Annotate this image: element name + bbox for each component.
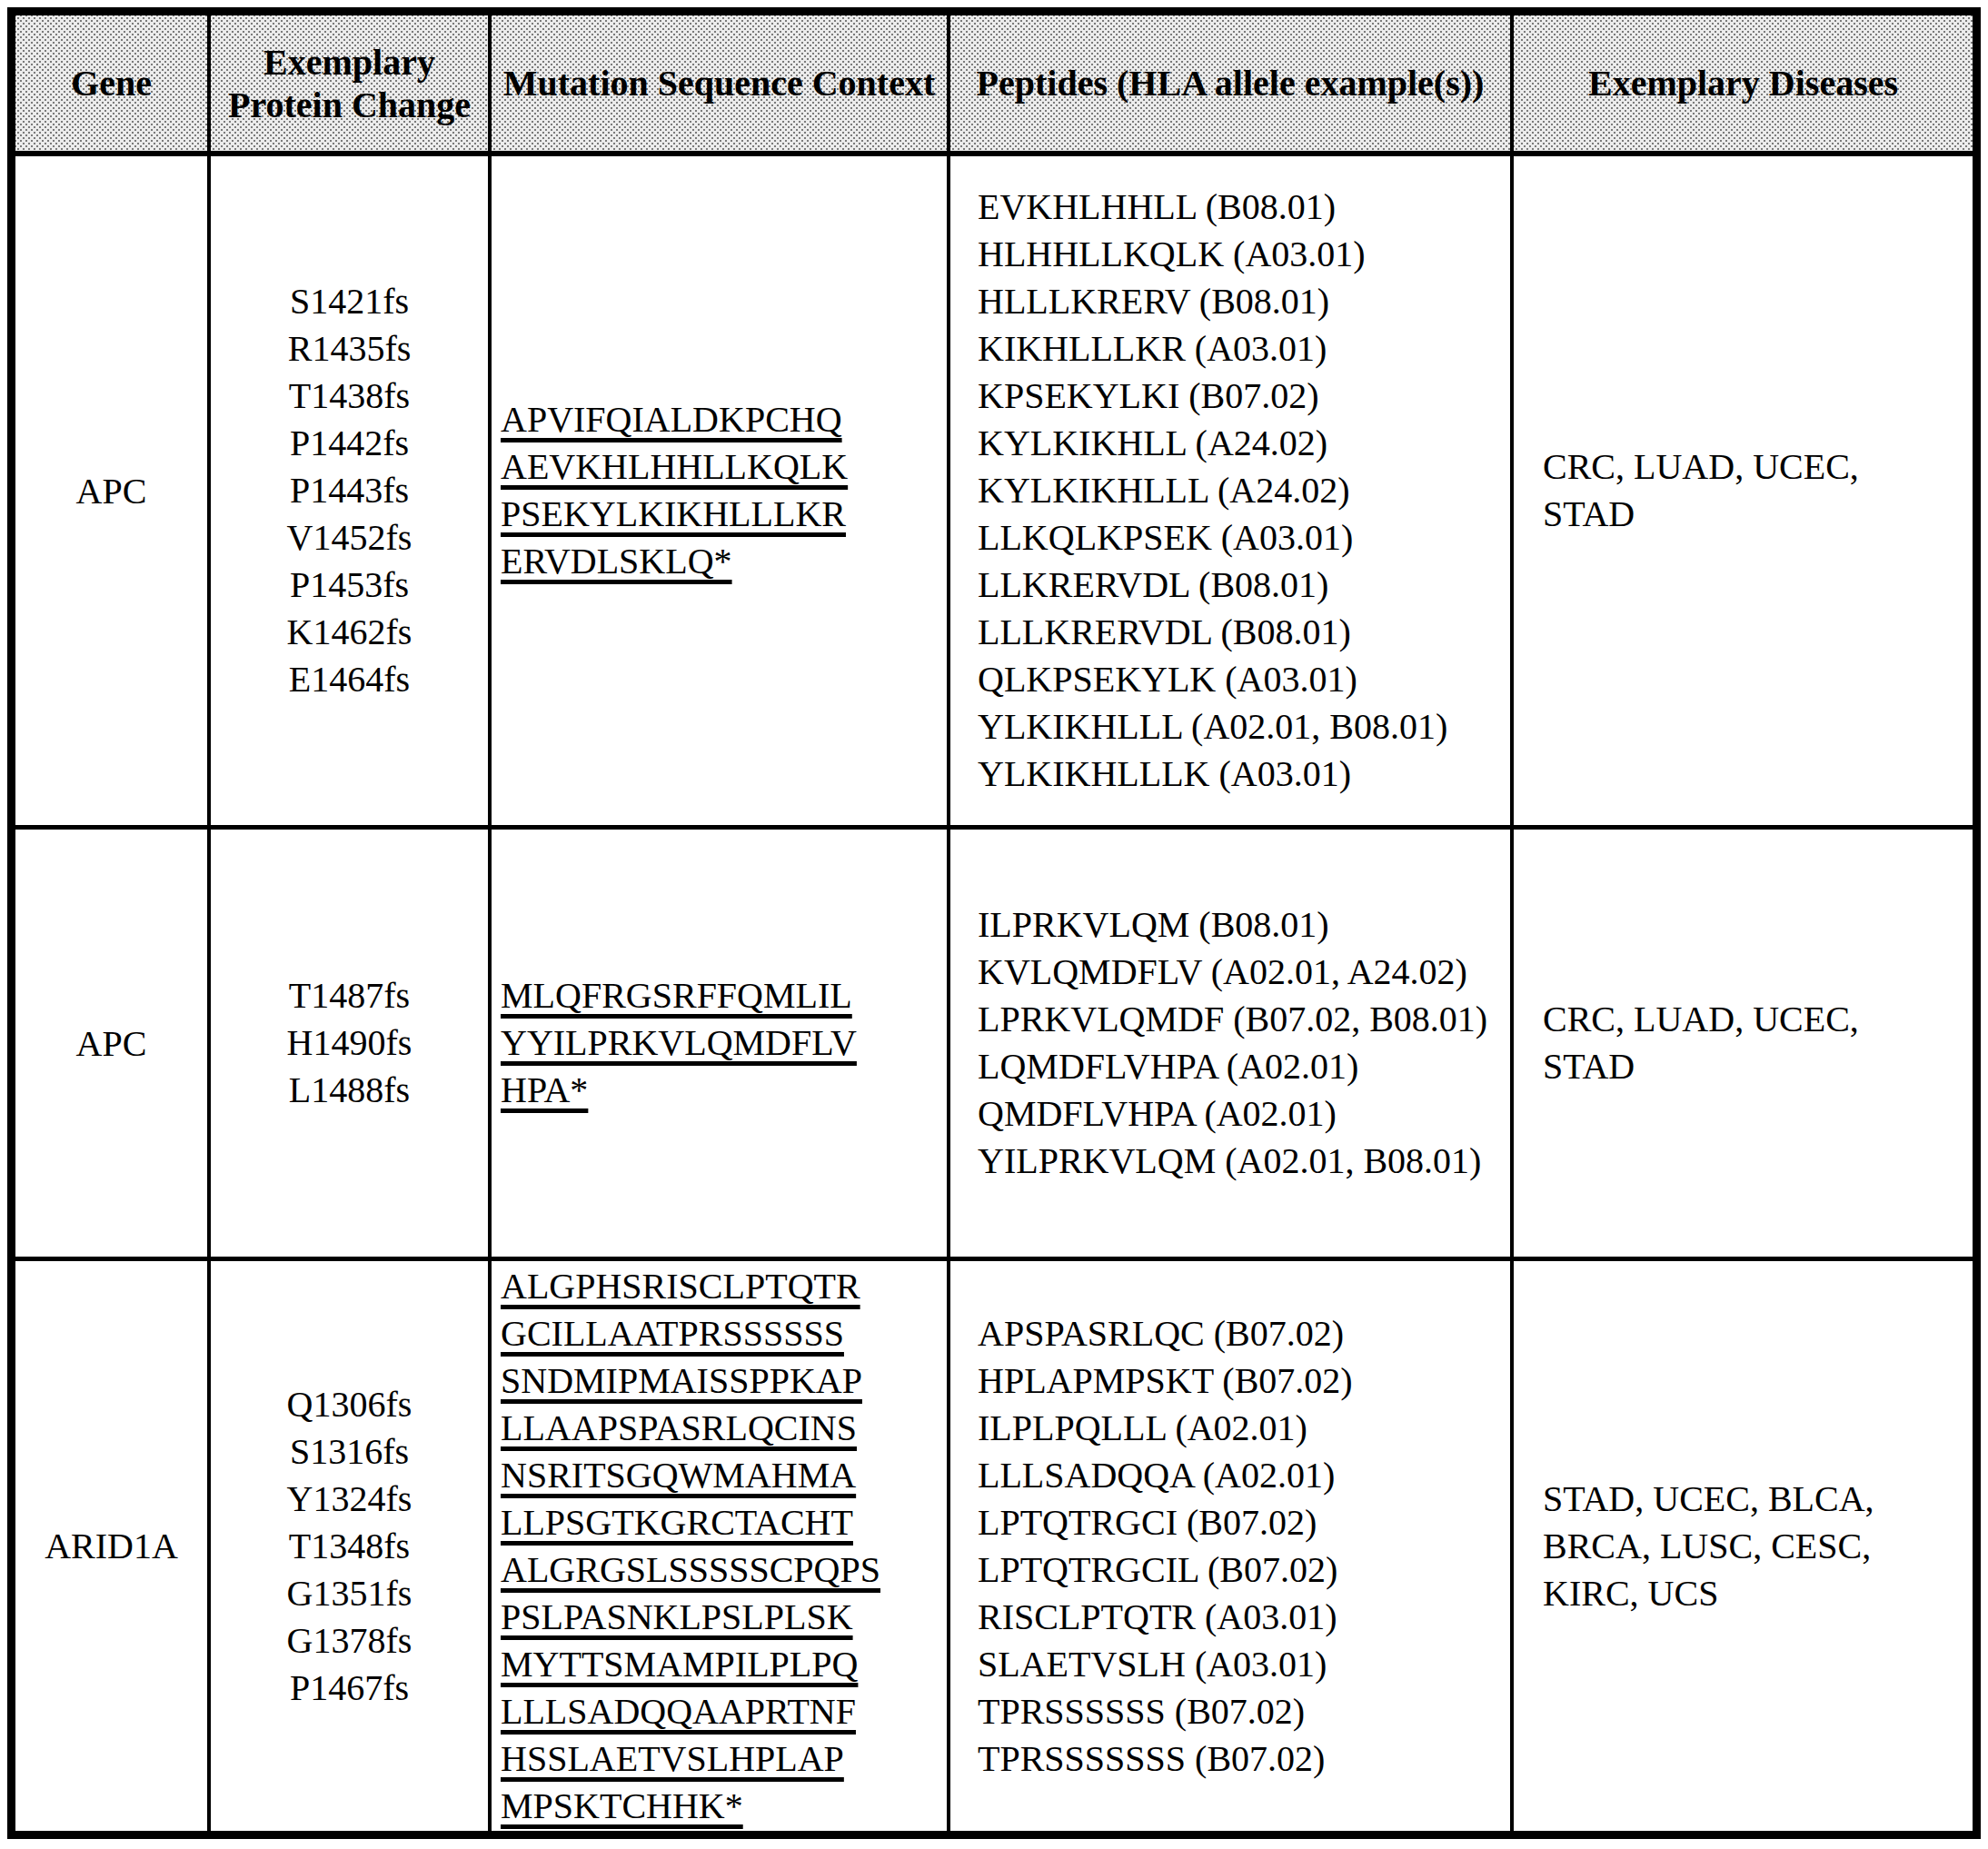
gene-cell: ARID1A (15, 1261, 211, 1831)
peptide-entry: SLAETVSLH (A03.01) (978, 1641, 1327, 1688)
peptide-entry: KPSEKYLKI (B07.02) (978, 373, 1319, 420)
protein-change: L1488fs (289, 1067, 410, 1114)
sequence-line: YYILPRKVLQMDFLV (501, 1019, 857, 1067)
peptide-entry: KYLKIKHLLL (A24.02) (978, 467, 1350, 514)
protein-change: V1452fs (287, 514, 413, 562)
protein-change: P1467fs (290, 1665, 409, 1712)
protein-change: P1453fs (290, 562, 409, 609)
protein-change: T1348fs (289, 1523, 410, 1570)
peptide-entry: LLKRERVDL (B08.01) (978, 562, 1328, 609)
sequence-line: MLQFRGSRFFQMLIL (501, 972, 852, 1019)
neoantigen-table: Gene Exemplary Protein Change Mutation S… (7, 7, 1981, 1839)
peptide-entry: LQMDFLVHPA (A02.01) (978, 1043, 1358, 1090)
protein-change: K1462fs (287, 609, 413, 656)
table-row: ARID1A Q1306fsS1316fsY1324fsT1348fsG1351… (15, 1261, 1973, 1831)
mutation-context-cell: MLQFRGSRFFQMLILYYILPRKVLQMDFLVHPA* (492, 830, 950, 1261)
protein-change: T1438fs (289, 373, 410, 420)
peptides-cell: EVKHLHHLL (B08.01)HLHHLLKQLK (A03.01)HLL… (950, 156, 1514, 830)
header-diseases: Exemplary Diseases (1514, 15, 1973, 156)
peptide-entry: KVLQMDFLV (A02.01, A24.02) (978, 949, 1467, 996)
peptide-entry: ILPLPQLLL (A02.01) (978, 1405, 1307, 1452)
protein-change-cell: Q1306fsS1316fsY1324fsT1348fsG1351fsG1378… (211, 1261, 492, 1831)
peptide-entry: YLKIKHLLLK (A03.01) (978, 751, 1351, 798)
peptide-entry: LPTQTRGCI (B07.02) (978, 1499, 1317, 1546)
diseases-text: CRC, LUAD, UCEC, STAD (1543, 443, 1924, 538)
protein-change: T1487fs (289, 972, 410, 1019)
sequence-line: MPSKTCHHK* (501, 1783, 743, 1830)
table-row: APC S1421fsR1435fsT1438fsP1442fsP1443fsV… (15, 156, 1973, 830)
sequence-line: NSRITSGQWMAHMA (501, 1452, 856, 1499)
header-mutation-context: Mutation Sequence Context (492, 15, 950, 156)
sequence-line: HSSLAETVSLHPLAP (501, 1735, 844, 1783)
document-page: Gene Exemplary Protein Change Mutation S… (0, 0, 1988, 1849)
peptide-entry: TPRSSSSSSS (B07.02) (978, 1735, 1325, 1783)
peptides-cell: ILPRKVLQM (B08.01)KVLQMDFLV (A02.01, A24… (950, 830, 1514, 1261)
peptides-cell: APSPASRLQC (B07.02)HPLAPMPSKT (B07.02)IL… (950, 1261, 1514, 1831)
sequence-line: GCILLAATPRSSSSSS (501, 1310, 844, 1357)
peptide-entry: KYLKIKHLL (A24.02) (978, 420, 1327, 467)
diseases-text: CRC, LUAD, UCEC, STAD (1543, 996, 1924, 1090)
peptide-entry: QMDFLVHPA (A02.01) (978, 1090, 1337, 1138)
sequence-line: AEVKHLHHLLKQLK (501, 443, 848, 491)
peptide-entry: TPRSSSSSS (B07.02) (978, 1688, 1305, 1735)
peptide-entry: QLKPSEKYLK (A03.01) (978, 656, 1357, 703)
protein-change: H1490fs (287, 1019, 413, 1067)
sequence-line: ALGPHSRISCLPTQTR (501, 1263, 860, 1310)
protein-change: S1316fs (290, 1428, 409, 1476)
sequence-line: APVIFQIALDKPCHQ (501, 396, 842, 443)
header-gene: Gene (15, 15, 211, 156)
protein-change: R1435fs (288, 325, 412, 373)
protein-change: Y1324fs (287, 1476, 413, 1523)
peptide-entry: LLLSADQQA (A02.01) (978, 1452, 1335, 1499)
mutation-context-cell: ALGPHSRISCLPTQTRGCILLAATPRSSSSSSSNDMIPMA… (492, 1261, 950, 1831)
peptide-entry: YILPRKVLQM (A02.01, B08.01) (978, 1138, 1481, 1185)
protein-change: Q1306fs (287, 1381, 413, 1428)
peptide-entry: EVKHLHHLL (B08.01) (978, 184, 1336, 231)
peptide-entry: LPRKVLQMDF (B07.02, B08.01) (978, 996, 1487, 1043)
diseases-cell: CRC, LUAD, UCEC, STAD (1514, 156, 1973, 830)
sequence-line: PSEKYLKIKHLLLKR (501, 491, 846, 538)
sequence-line: LLPSGTKGRCTACHT (501, 1499, 853, 1546)
peptide-entry: ILPRKVLQM (B08.01) (978, 901, 1329, 949)
protein-change: G1378fs (287, 1617, 413, 1665)
sequence-line: LLLSADQQAAPRTNF (501, 1688, 856, 1735)
peptide-entry: HLLLKRERV (B08.01) (978, 278, 1329, 325)
peptide-entry: APSPASRLQC (B07.02) (978, 1310, 1344, 1357)
sequence-line: LLAAPSPASRLQCINS (501, 1405, 857, 1452)
sequence-line: HPA* (501, 1067, 588, 1114)
diseases-cell: STAD, UCEC, BLCA, BRCA, LUSC, CESC, KIRC… (1514, 1261, 1973, 1831)
sequence-line: PSLPASNKLPSLPLSK (501, 1594, 853, 1641)
peptide-entry: RISCLPTQTR (A03.01) (978, 1594, 1337, 1641)
protein-change: P1443fs (290, 467, 409, 514)
peptide-entry: LPTQTRGCIL (B07.02) (978, 1546, 1337, 1594)
peptide-entry: LLKQLKPSEK (A03.01) (978, 514, 1353, 562)
gene-cell: APC (15, 830, 211, 1261)
table-header-row: Gene Exemplary Protein Change Mutation S… (15, 15, 1973, 156)
protein-change: G1351fs (287, 1570, 413, 1617)
peptide-entry: HLHHLLKQLK (A03.01) (978, 231, 1366, 278)
sequence-line: SNDMIPMAISSPPKAP (501, 1357, 862, 1405)
protein-change: E1464fs (289, 656, 410, 703)
diseases-text: STAD, UCEC, BLCA, BRCA, LUSC, CESC, KIRC… (1543, 1476, 1924, 1617)
header-peptides: Peptides (HLA allele example(s)) (950, 15, 1514, 156)
mutation-context-cell: APVIFQIALDKPCHQAEVKHLHHLLKQLKPSEKYLKIKHL… (492, 156, 950, 830)
peptide-entry: YLKIKHLLL (A02.01, B08.01) (978, 703, 1447, 751)
protein-change-cell: S1421fsR1435fsT1438fsP1442fsP1443fsV1452… (211, 156, 492, 830)
sequence-line: ALGRGSLSSSSSCPQPS (501, 1546, 880, 1594)
diseases-cell: CRC, LUAD, UCEC, STAD (1514, 830, 1973, 1261)
sequence-line: ERVDLSKLQ* (501, 538, 732, 585)
protein-change: S1421fs (290, 278, 409, 325)
protein-change: P1442fs (290, 420, 409, 467)
table-row: APC T1487fsH1490fsL1488fs MLQFRGSRFFQMLI… (15, 830, 1973, 1261)
peptide-entry: LLLKRERVDL (B08.01) (978, 609, 1351, 656)
sequence-line: MYTTSMAMPILPLPQ (501, 1641, 858, 1688)
header-protein-change: Exemplary Protein Change (211, 15, 492, 156)
peptide-entry: HPLAPMPSKT (B07.02) (978, 1357, 1353, 1405)
peptide-entry: KIKHLLLKR (A03.01) (978, 325, 1327, 373)
protein-change-cell: T1487fsH1490fsL1488fs (211, 830, 492, 1261)
gene-cell: APC (15, 156, 211, 830)
